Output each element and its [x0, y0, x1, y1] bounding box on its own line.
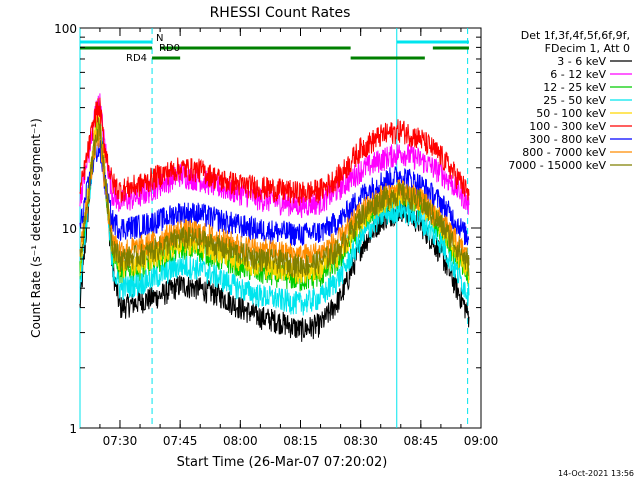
legend-label: 50 - 100 keV [536, 107, 606, 120]
series-lines [79, 93, 470, 342]
series-line [79, 120, 470, 316]
x-tick-label: 09:00 [464, 434, 499, 448]
vertical-markers [79, 28, 469, 428]
legend-label: 12 - 25 keV [543, 81, 606, 94]
x-axis-ticks: 07:30 07:45 08:00 08:15 08:30 08:45 09:00 [99, 28, 499, 448]
x-tick-label: 08:15 [283, 434, 318, 448]
x-tick-label: 07:30 [103, 434, 138, 448]
series-line [79, 93, 470, 219]
chart-title: RHESSI Count Rates [210, 5, 351, 21]
y-axis-label: Count Rate (s⁻¹ detector segment⁻¹) [29, 118, 43, 338]
x-tick-label: 08:45 [404, 434, 439, 448]
y-tick-label: 100 [54, 22, 77, 36]
legend-label: 100 - 300 keV [529, 120, 606, 133]
x-tick-label: 07:45 [163, 434, 198, 448]
status-bar-label: N [156, 33, 163, 44]
legend: Det 1f,3f,4f,5f,6f,9f, FDecim 1, Att 0 3… [508, 29, 632, 172]
footer-timestamp: 14-Oct-2021 13:56 [558, 469, 634, 478]
x-axis-label: Start Time (26-Mar-07 07:20:02) [177, 455, 388, 470]
legend-label: 6 - 12 keV [550, 68, 606, 81]
legend-label: 300 - 800 keV [529, 133, 606, 146]
series-line [79, 117, 470, 278]
legend-header-line-2: FDecim 1, Att 0 [545, 42, 630, 55]
series-line [79, 110, 470, 284]
series-line [79, 97, 470, 206]
x-tick-label: 08:30 [343, 434, 378, 448]
status-bar-label: RD0 [159, 43, 180, 54]
series-line [79, 140, 470, 247]
y-tick-label: 10 [62, 222, 77, 236]
legend-label: 7000 - 15000 keV [508, 159, 606, 172]
legend-label: 3 - 6 keV [557, 55, 606, 68]
legend-header-line-1: Det 1f,3f,4f,5f,6f,9f, [521, 29, 630, 42]
legend-label: 25 - 50 keV [543, 94, 606, 107]
x-tick-label: 08:00 [223, 434, 258, 448]
y-axis-ticks: 1 10 100 [54, 22, 481, 436]
status-bar-label: RD4 [126, 53, 147, 64]
legend-label: 800 - 7000 keV [522, 146, 606, 159]
y-tick-label: 1 [69, 422, 77, 436]
